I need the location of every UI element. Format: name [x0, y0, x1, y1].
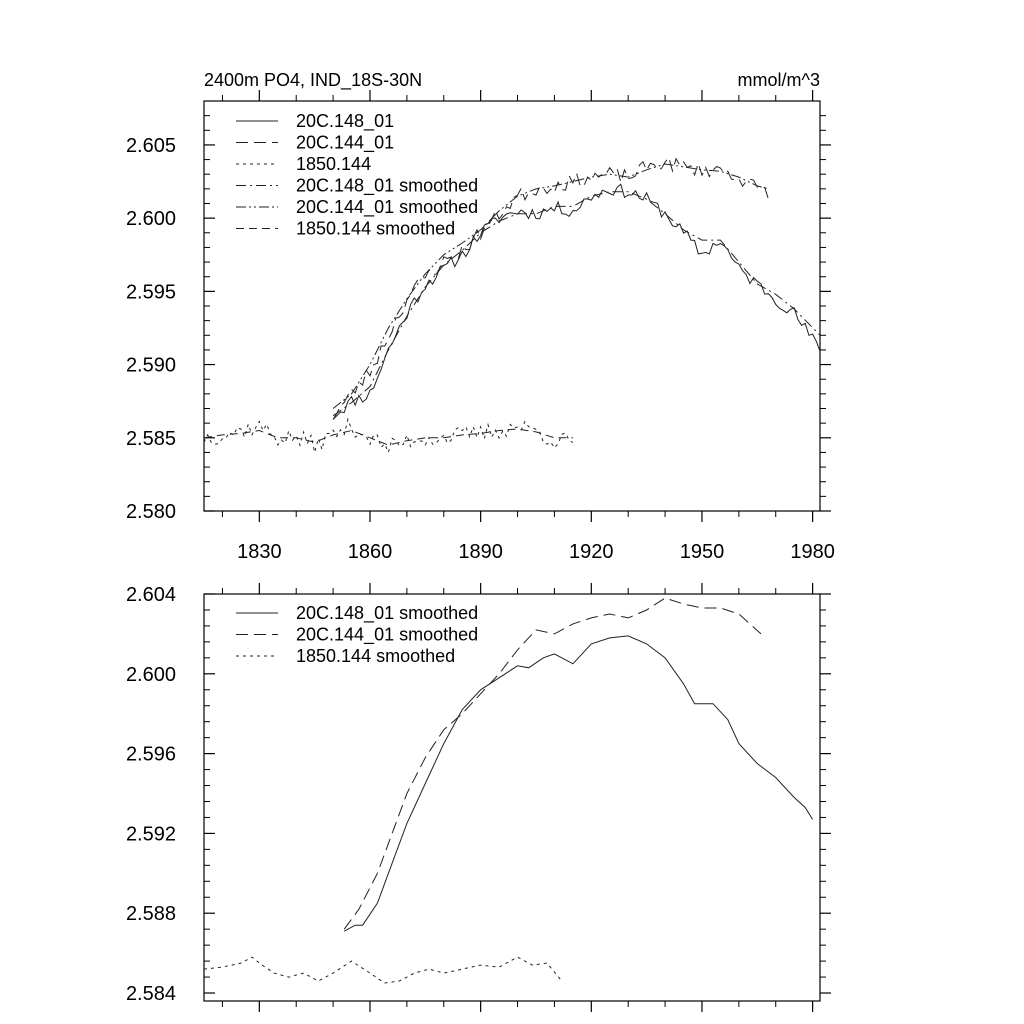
legend-label: 1850.144 smoothed: [296, 646, 455, 666]
y-tick-label: 2.588: [126, 903, 176, 925]
series-line-1: [343, 597, 762, 930]
legend-label: 20C.148_01 smoothed: [296, 176, 478, 197]
legend-label: 20C.148_01: [296, 111, 394, 132]
x-tick-label: 1980: [790, 541, 835, 563]
y-tick-label: 2.600: [126, 664, 176, 686]
y-tick-label: 2.584: [126, 983, 176, 1005]
series-line-4: [332, 163, 769, 409]
y-tick-label: 2.596: [126, 744, 176, 766]
y-tick-label: 2.580: [126, 501, 176, 523]
series-line-5: [204, 428, 573, 446]
y-tick-label: 2.592: [126, 823, 176, 845]
y-tick-label: 2.605: [126, 135, 176, 157]
bottom-panel: 2.584 2.588 2.592 2.596 2.600 2.604 20C.148_01…: [126, 583, 831, 1012]
legend-label: 1850.144 smoothed: [296, 219, 455, 239]
series-line-2: [204, 417, 574, 454]
series-line-0: [343, 635, 814, 932]
y-tick-label: 2.590: [126, 355, 176, 377]
series-line-3: [332, 191, 820, 417]
legend-label: 1850.144: [296, 154, 371, 174]
legend-label: 20C.144_01 smoothed: [296, 625, 478, 646]
x-tick-label: 1890: [458, 541, 503, 563]
x-tick-label: 1830: [237, 541, 282, 563]
legend-label: 20C.144_01: [296, 133, 394, 154]
x-tick-label: 1950: [680, 541, 725, 563]
x-tick-label: 1860: [348, 541, 393, 563]
series-line-2: [204, 956, 563, 984]
plot-frame: [203, 593, 821, 1002]
y-tick-label: 2.595: [126, 281, 176, 303]
top-panel: 2400m PO4, IND_18S-30N mmol/m^3 2.580 2.5…: [126, 70, 835, 563]
y-tick-label: 2.585: [126, 428, 176, 450]
panel-title: 2400m PO4, IND_18S-30N: [204, 70, 422, 91]
legend-label: 20C.148_01 smoothed: [296, 603, 478, 624]
legend-label: 20C.144_01 smoothed: [296, 197, 478, 218]
y-tick-label: 2.604: [126, 584, 176, 606]
panel-units: mmol/m^3: [738, 70, 820, 90]
series-line-0: [332, 183, 820, 420]
y-tick-label: 2.600: [126, 208, 176, 230]
series-line-1: [332, 156, 769, 420]
x-tick-label: 1920: [569, 541, 614, 563]
